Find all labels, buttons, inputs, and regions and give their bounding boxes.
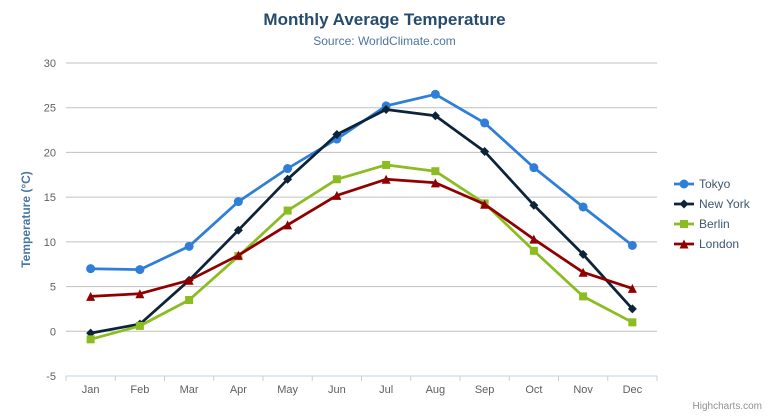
data-point-marker[interactable] (135, 289, 145, 299)
data-point-marker[interactable] (86, 264, 96, 274)
data-point-marker[interactable] (135, 265, 145, 275)
y-axis-label: 20 (44, 147, 56, 159)
data-point-marker[interactable] (332, 175, 341, 184)
x-axis-label: Oct (525, 384, 542, 396)
x-axis-label: Mar (180, 384, 199, 396)
data-point-marker[interactable] (579, 292, 588, 301)
data-point-marker[interactable] (529, 200, 539, 210)
y-axis-title: Temperature (°C) (19, 171, 33, 268)
x-axis-label: Apr (230, 384, 247, 396)
legend-label: New York (699, 197, 750, 211)
y-axis-label: 10 (44, 237, 56, 249)
x-axis-label: Dec (623, 384, 643, 396)
legend-marker-triangle (674, 239, 694, 249)
data-point-marker[interactable] (430, 89, 440, 99)
data-point-marker[interactable] (233, 197, 243, 207)
y-axis-label: 25 (44, 103, 56, 115)
data-point-marker[interactable] (184, 275, 194, 285)
data-point-marker[interactable] (381, 174, 391, 184)
data-point-marker[interactable] (480, 199, 490, 209)
data-point-marker[interactable] (627, 283, 637, 293)
data-point-marker[interactable] (283, 174, 293, 184)
data-point-marker[interactable] (233, 250, 243, 260)
chart-title: Monthly Average Temperature (263, 10, 506, 29)
data-point-marker[interactable] (86, 291, 96, 301)
legend: Tokyo New York Berlin London (674, 174, 750, 254)
x-axis-label: Jun (328, 384, 346, 396)
legend-marker-circle (674, 179, 694, 189)
data-point-marker[interactable] (480, 118, 490, 128)
x-axis-label: Jul (379, 384, 393, 396)
data-point-marker[interactable] (135, 321, 144, 330)
legend-marker-symbol (679, 239, 689, 249)
y-axis-label: 5 (50, 282, 56, 294)
x-axis-label: Sep (475, 384, 495, 396)
legend-item-london[interactable]: London (674, 234, 750, 254)
legend-marker-square (674, 220, 694, 228)
legend-item-berlin[interactable]: Berlin (674, 214, 750, 234)
x-axis-label: Jan (82, 384, 100, 396)
export-menu-button[interactable] (732, 14, 754, 34)
data-point-marker[interactable] (382, 160, 391, 169)
data-point-marker[interactable] (381, 105, 391, 115)
data-point-marker[interactable] (86, 328, 96, 338)
data-point-marker[interactable] (431, 167, 440, 176)
series-line-berlin[interactable] (89, 163, 634, 341)
data-point-marker[interactable] (283, 164, 293, 174)
data-point-marker[interactable] (332, 130, 342, 140)
legend-label: Tokyo (699, 177, 731, 191)
data-point-marker[interactable] (578, 202, 588, 212)
legend-marker-symbol (679, 199, 689, 209)
data-point-marker[interactable] (529, 163, 539, 173)
data-point-marker[interactable] (529, 246, 538, 255)
data-point-marker[interactable] (430, 111, 440, 121)
y-axis-label: -5 (46, 371, 56, 383)
y-axis-label: 30 (44, 58, 56, 70)
x-axis-label: Aug (426, 384, 446, 396)
x-axis-label: Nov (573, 384, 593, 396)
data-point-marker[interactable] (332, 190, 342, 200)
data-point-marker[interactable] (86, 335, 95, 344)
data-point-marker[interactable] (480, 147, 490, 157)
data-point-marker[interactable] (529, 234, 539, 244)
x-axis-label: Feb (130, 384, 149, 396)
data-point-marker[interactable] (578, 249, 588, 259)
legend-marker-symbol (680, 220, 688, 228)
series-line-london[interactable] (89, 177, 634, 298)
legend-item-tokyo[interactable]: Tokyo (674, 174, 750, 194)
legend-label: Berlin (699, 217, 730, 231)
data-point-marker[interactable] (283, 206, 292, 215)
data-point-marker[interactable] (627, 240, 637, 250)
y-axis-label: 15 (44, 192, 56, 204)
x-axis-label: May (277, 384, 298, 396)
y-axis-label: 0 (50, 326, 56, 338)
data-point-marker[interactable] (283, 220, 293, 230)
credits-link[interactable]: Highcharts.com (692, 401, 762, 412)
series-line-new-york[interactable] (89, 108, 634, 335)
chart-subtitle: Source: WorldClimate.com (313, 34, 456, 48)
legend-marker-diamond (674, 199, 694, 209)
data-point-marker[interactable] (430, 178, 440, 188)
data-point-marker[interactable] (578, 267, 588, 277)
legend-item-new-york[interactable]: New York (674, 194, 750, 214)
legend-label: London (699, 237, 740, 251)
legend-marker-symbol (679, 179, 689, 189)
data-point-marker[interactable] (627, 304, 637, 314)
data-point-marker[interactable] (184, 241, 194, 251)
data-point-marker[interactable] (628, 318, 637, 327)
data-point-marker[interactable] (185, 295, 194, 304)
data-point-marker[interactable] (233, 225, 243, 235)
